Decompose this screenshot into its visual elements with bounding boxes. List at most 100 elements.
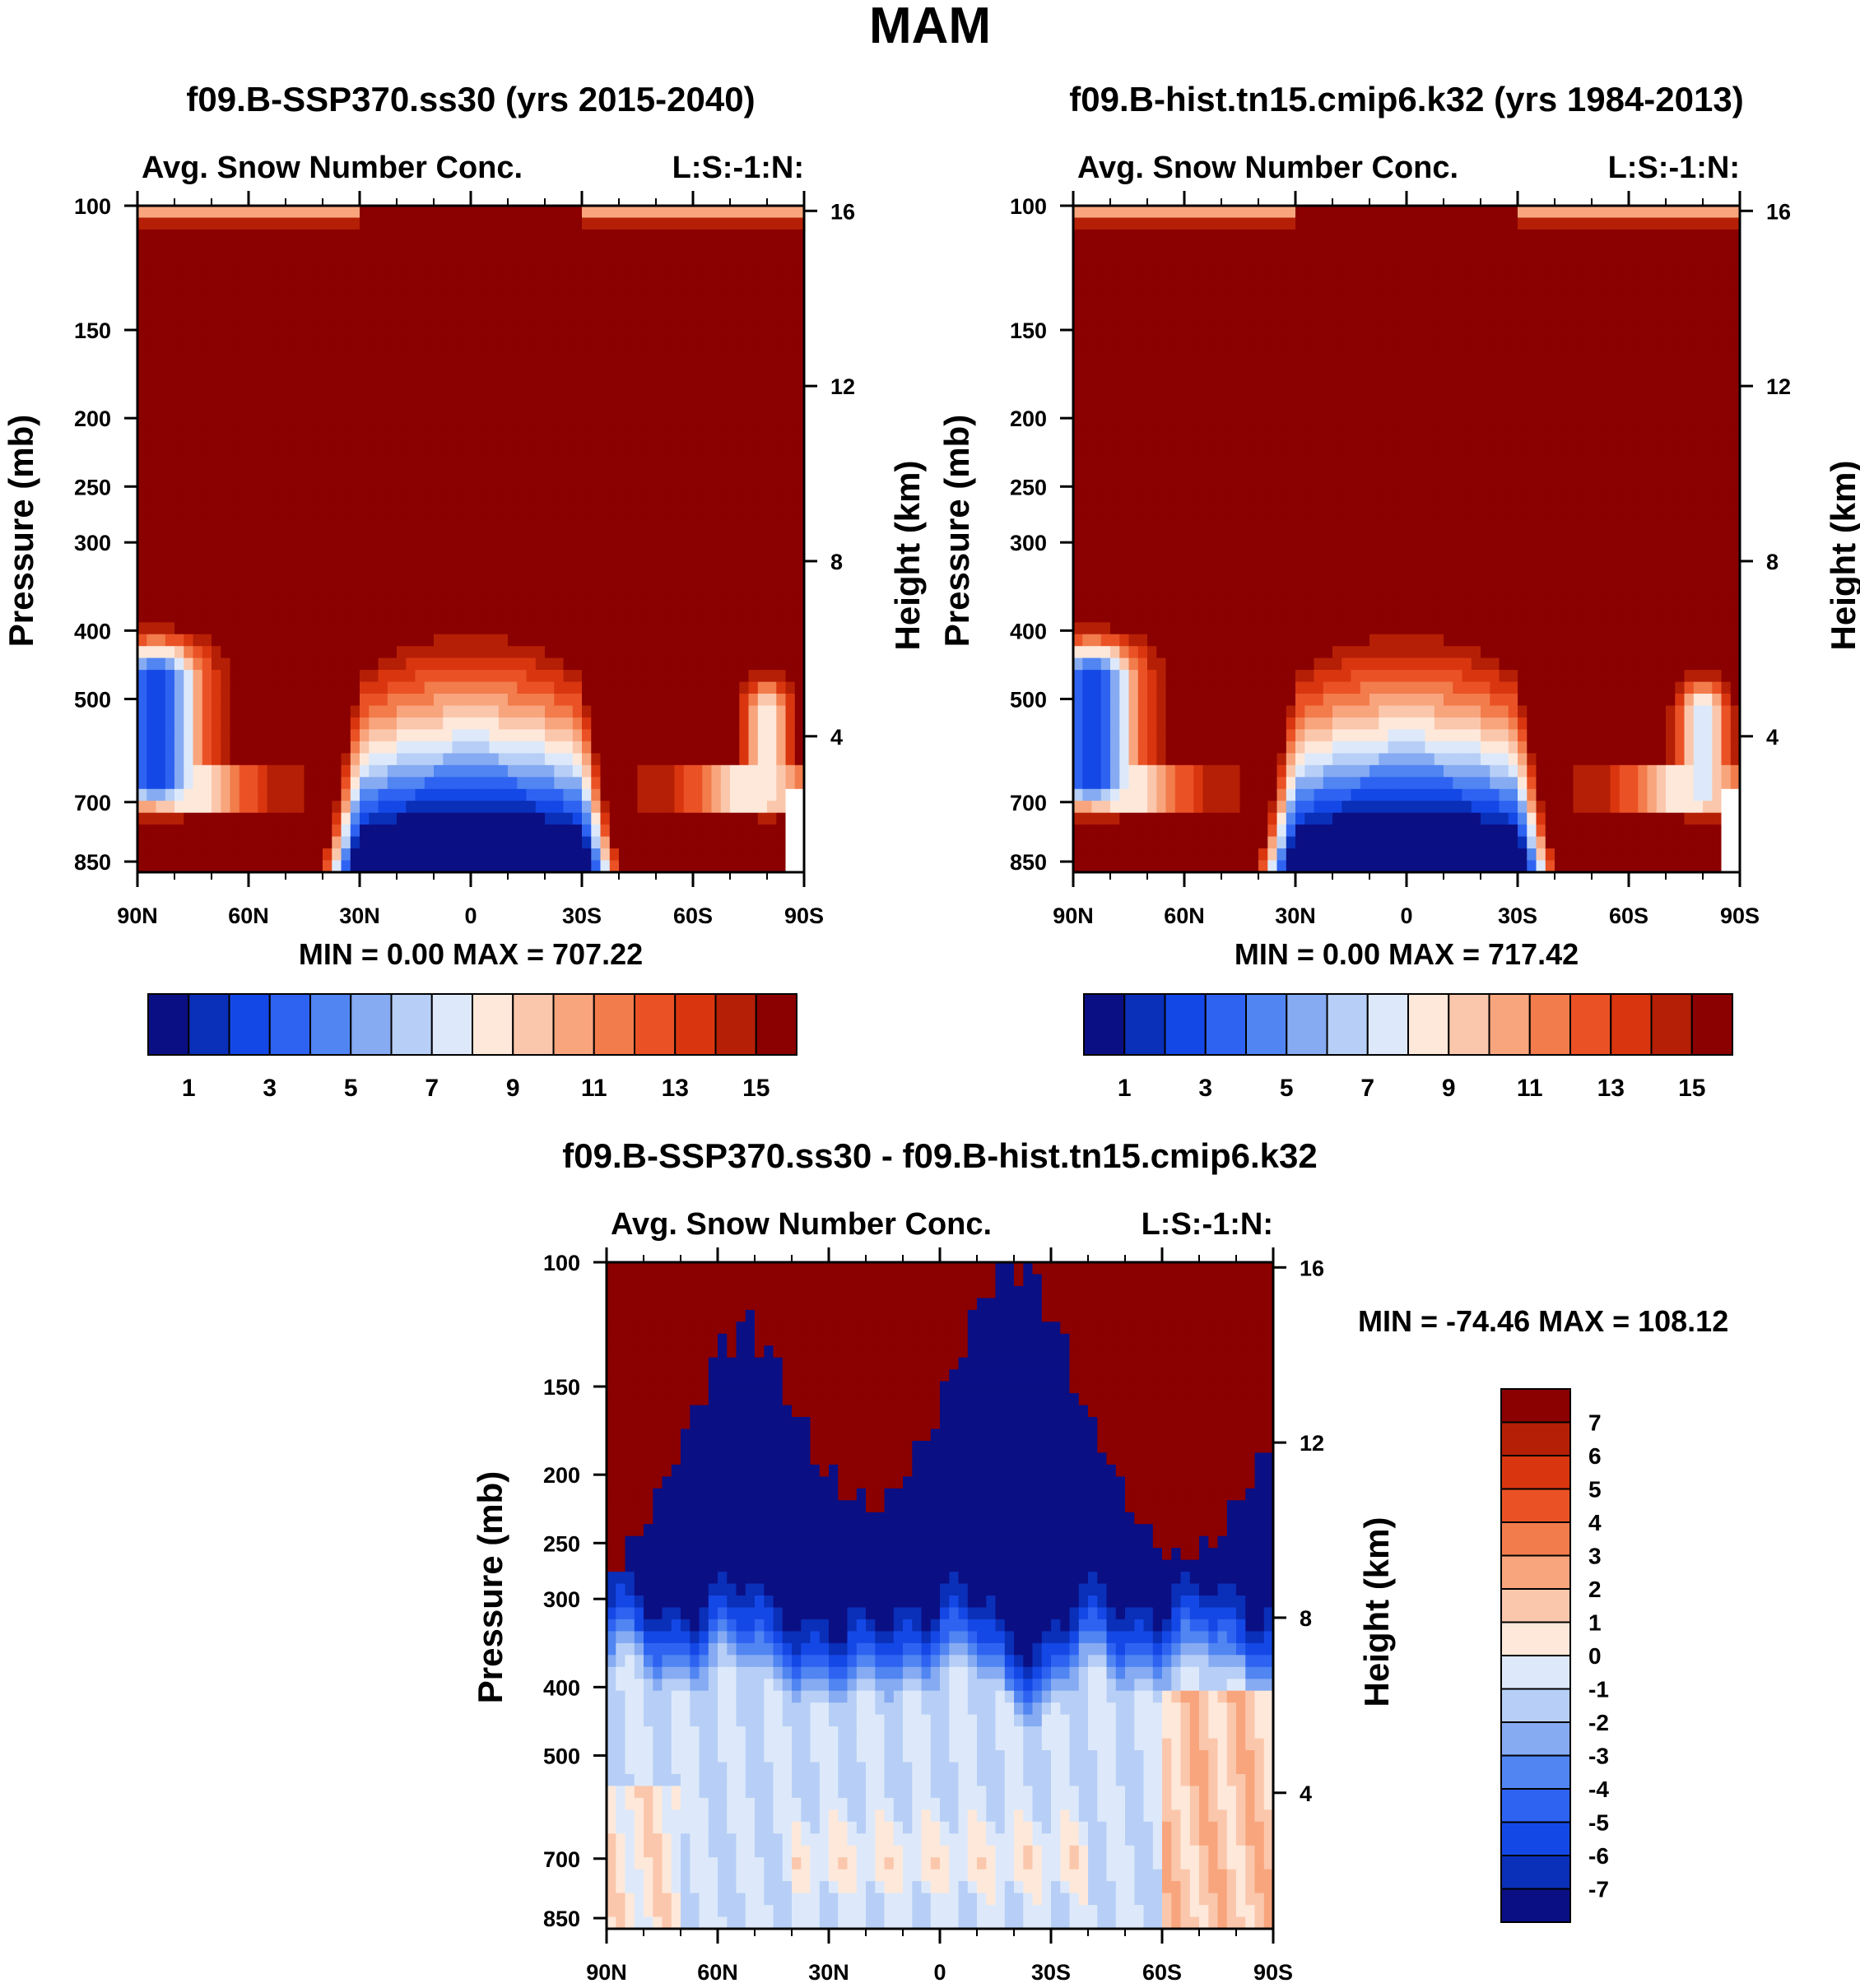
field-cell	[156, 241, 166, 254]
field-cell	[387, 229, 398, 242]
field-cell	[1073, 729, 1083, 742]
field-cell	[424, 420, 435, 433]
field-cell	[286, 741, 295, 754]
field-cell	[369, 705, 379, 718]
field-cell	[174, 586, 184, 599]
field-cell	[286, 574, 295, 588]
field-cell	[1119, 836, 1130, 849]
field-cell	[193, 348, 203, 361]
field-cell	[517, 586, 528, 599]
field-cell	[146, 598, 157, 611]
field-cell	[526, 265, 537, 278]
field-cell	[646, 217, 657, 230]
field-cell	[1100, 860, 1111, 872]
field-cell	[1174, 646, 1185, 659]
field-cell	[1119, 777, 1130, 790]
field-cell	[304, 324, 314, 337]
field-cell	[1147, 241, 1157, 254]
field-cell	[323, 217, 332, 230]
field-cell	[1193, 562, 1204, 575]
field-cell	[1165, 407, 1176, 420]
field-cell	[434, 824, 444, 838]
field-cell	[230, 729, 240, 742]
field-cell	[1165, 324, 1176, 337]
field-cell	[267, 646, 277, 659]
field-cell	[1082, 860, 1093, 872]
field-cell	[332, 824, 342, 838]
field-cell	[461, 479, 472, 492]
field-cell	[387, 431, 398, 444]
field-cell	[535, 777, 546, 790]
field-cell	[785, 407, 796, 420]
field-cell	[397, 324, 407, 337]
field-cell	[646, 467, 657, 481]
field-cell	[1073, 860, 1083, 872]
field-cell	[230, 539, 240, 552]
field-cell	[628, 788, 639, 801]
colorbar-tick-label: 9	[506, 1075, 520, 1102]
field-cell	[1174, 574, 1185, 588]
field-cell	[174, 598, 184, 611]
field-cell	[146, 539, 157, 552]
field-cell	[526, 681, 537, 694]
field-cell	[387, 206, 398, 219]
field-cell	[600, 479, 611, 492]
field-cell	[1211, 265, 1222, 278]
colorbar-tick-label: 15	[742, 1075, 770, 1102]
field-cell	[156, 670, 166, 683]
field-cell	[1128, 384, 1139, 397]
field-cell	[323, 539, 332, 552]
field-cell	[711, 550, 722, 564]
field-cell	[174, 455, 184, 468]
field-cell	[535, 801, 546, 814]
field-cell	[1147, 574, 1157, 588]
field-cell	[702, 229, 713, 242]
field-cell	[193, 289, 203, 302]
field-cell	[554, 348, 565, 361]
field-cell	[332, 444, 342, 457]
field-cell	[415, 670, 425, 683]
field-cell	[767, 479, 777, 492]
field-cell	[702, 729, 713, 742]
field-cell	[397, 741, 407, 754]
field-cell	[794, 300, 804, 314]
field-cell	[693, 206, 703, 219]
field-cell	[267, 681, 277, 694]
field-cell	[202, 610, 212, 623]
field-cell	[1091, 253, 1102, 266]
field-cell	[443, 431, 453, 444]
field-cell	[378, 431, 388, 444]
field-cell	[526, 753, 537, 766]
field-cell	[341, 574, 351, 588]
field-cell	[591, 455, 602, 468]
field-cell	[702, 444, 713, 457]
field-cell	[1184, 777, 1194, 790]
field-cell	[323, 348, 332, 361]
field-cell	[646, 812, 657, 825]
field-cell	[757, 764, 768, 778]
field-cell	[498, 598, 509, 611]
field-cell	[239, 777, 249, 790]
field-cell	[1165, 337, 1176, 350]
field-cell	[526, 444, 537, 457]
field-cell	[720, 646, 731, 659]
field-cell	[720, 229, 731, 242]
field-cell	[249, 515, 258, 528]
field-cell	[572, 467, 583, 481]
field-cell	[683, 646, 694, 659]
field-cell	[369, 764, 379, 778]
field-cell	[609, 550, 620, 564]
field-cell	[637, 253, 648, 266]
field-cell	[184, 860, 194, 872]
field-cell	[332, 289, 342, 302]
field-cell	[258, 431, 268, 444]
field-cell	[1110, 718, 1120, 731]
field-cell	[1174, 836, 1185, 849]
field-cell	[313, 586, 323, 599]
field-cell	[609, 610, 620, 623]
field-cell	[249, 455, 258, 468]
field-cell	[471, 360, 481, 374]
field-cell	[609, 622, 620, 635]
field-cell	[1165, 801, 1176, 814]
field-cell	[794, 360, 804, 374]
